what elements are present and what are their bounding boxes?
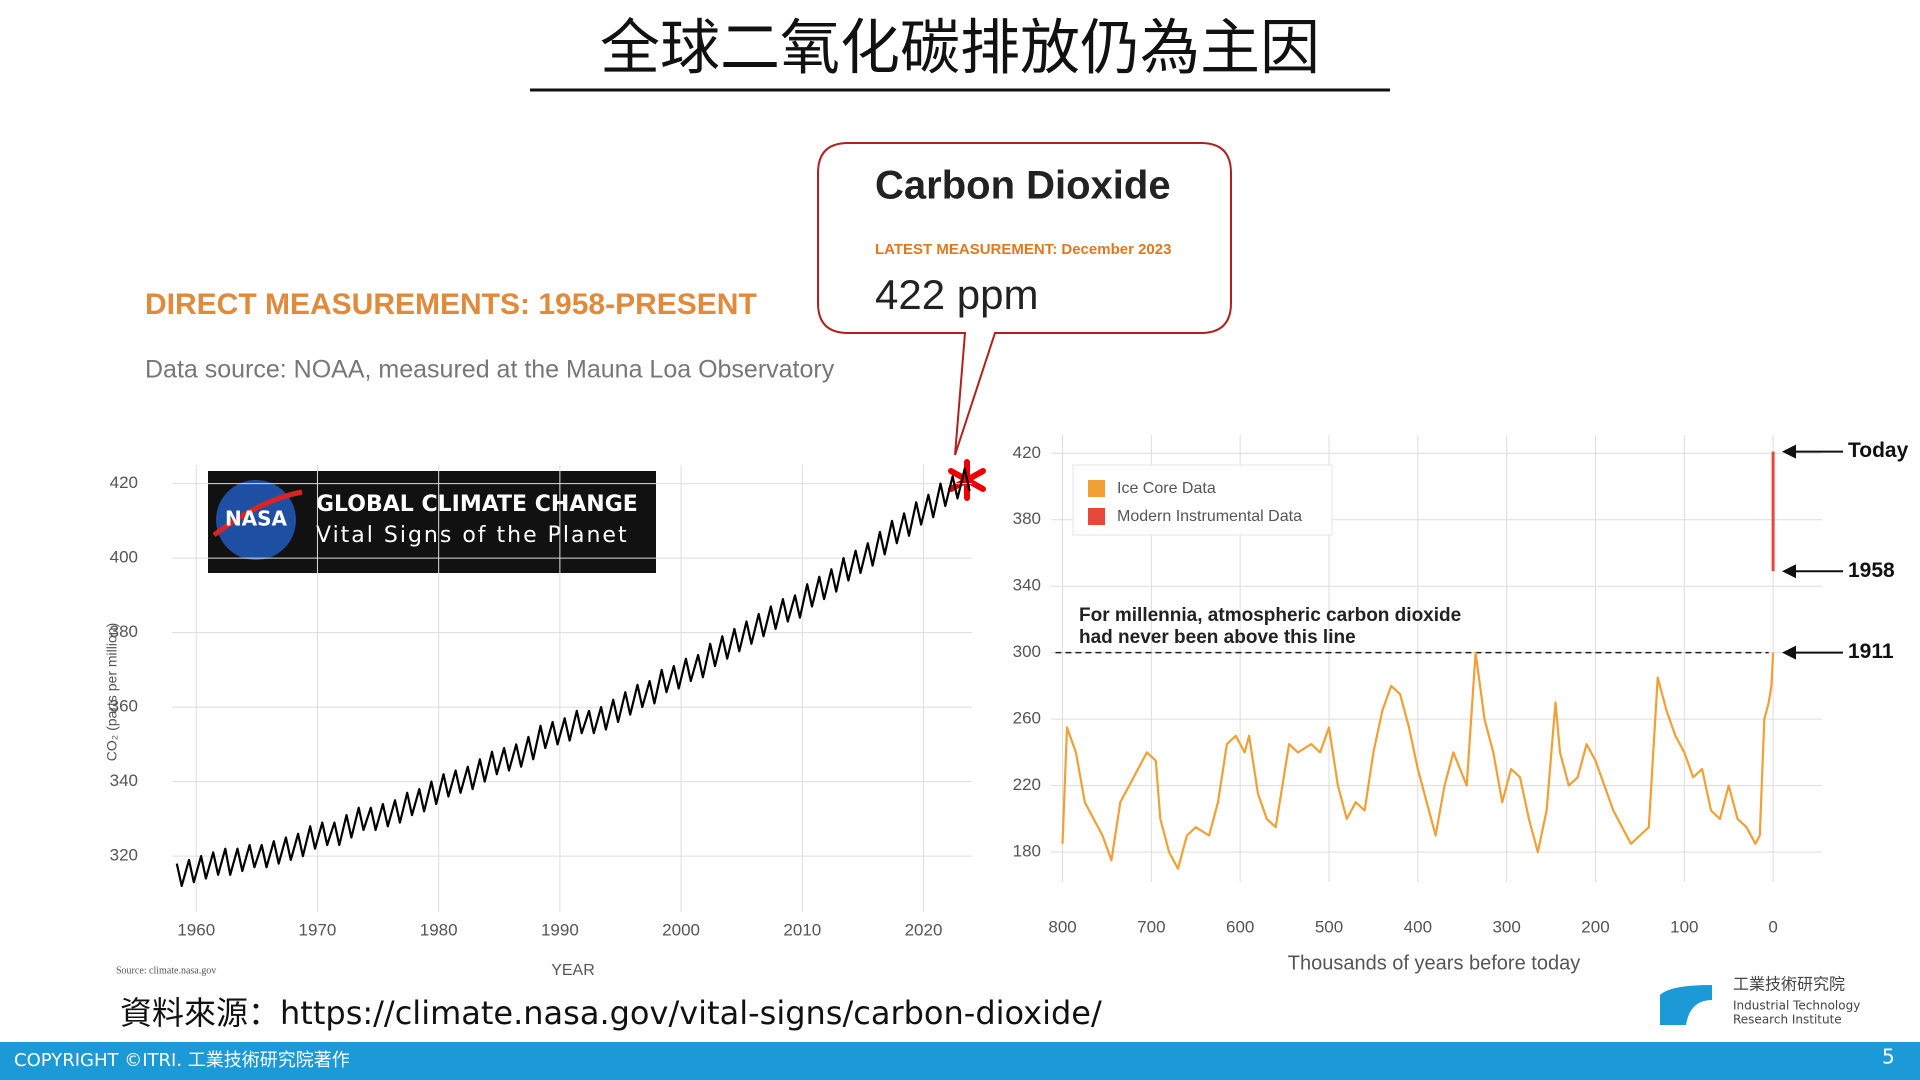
y-tick-label: 400 [110,548,138,567]
marker-label: 1911 [1848,640,1894,663]
itri-logo [1660,985,1712,1025]
chart-source: Source: climate.nasa.gov [116,965,216,976]
y-tick-label: 380 [110,622,138,641]
y-tick-label: 220 [1013,775,1041,794]
badge-line1: GLOBAL CLIMATE CHANGE [316,492,638,517]
chart-heading: DIRECT MEASUREMENTS: 1958-PRESENT [145,288,757,321]
y-axis-label: CO₂ (parts per million) [104,623,120,761]
y-tick-label: 340 [110,771,138,790]
marker-label: 1958 [1848,559,1895,582]
y-tick-label: 420 [110,473,138,492]
y-tick-label: 420 [1013,443,1041,462]
callout-title: Carbon Dioxide [875,164,1171,208]
legend-box [1072,464,1333,536]
badge-line2: Vital Signs of the Planet [316,523,629,548]
nasa-mark: NASA [225,507,288,531]
x-tick-label: 2000 [662,920,700,939]
y-tick-label: 380 [1013,509,1041,528]
slide-title: 全球二氧化碳排放仍為主因 [600,14,1320,84]
nasa-swoosh [212,489,303,537]
y-tick-label: 340 [1013,576,1041,595]
x-tick-label: 2020 [905,920,943,939]
x-tick-label: 1980 [420,920,458,939]
footer-copyright: COPYRIGHT ©ITRI. 工業技術研究院著作 [14,1050,350,1071]
y-tick-label: 320 [110,846,138,865]
source-note: 資料來源：https://climate.nasa.gov/vital-sign… [120,994,1102,1032]
callout-value: 422 ppm [875,271,1038,318]
x-tick-label: 300 [1492,917,1520,936]
x-axis-label: YEAR [551,962,595,979]
y-tick-label: 300 [1013,642,1041,661]
x-tick-label: 1960 [177,920,215,939]
marker-arrowhead [1782,444,1796,459]
annotation: For millennia, atmospheric carbon dioxid… [1079,605,1461,626]
callout-box [817,142,1232,456]
x-tick-label: 800 [1048,917,1076,936]
itri-line1: Industrial Technology [1733,999,1860,1013]
x-tick-label: 700 [1137,917,1165,936]
legend-swatch [1088,480,1105,497]
itri-name: 工業技術研究院 [1733,975,1845,994]
footer-bar [0,1042,1920,1080]
marker-label: Today [1848,439,1909,462]
y-tick-label: 260 [1013,709,1041,728]
callout-caption: LATEST MEASUREMENT: December 2023 [875,241,1171,258]
y-tick-label: 180 [1013,842,1041,861]
marker-arrowhead [1782,564,1796,579]
x-tick-label: 1970 [299,920,337,939]
x-tick-label: 0 [1768,917,1777,936]
page-number: 5 [1882,1045,1895,1069]
x-tick-label: 600 [1226,917,1254,936]
x-tick-label: 200 [1581,917,1609,936]
x-tick-label: 500 [1315,917,1343,936]
data-line [175,467,971,887]
data-line [1061,651,1775,870]
legend-swatch [1088,508,1105,525]
legend-label: Modern Instrumental Data [1117,508,1302,525]
annotation: had never been above this line [1079,627,1356,648]
chart-subtitle: Data source: NOAA, measured at the Mauna… [145,356,835,384]
itri-line2: Research Institute [1733,1013,1842,1027]
marker-arrowhead [1782,645,1796,660]
x-axis-label: Thousands of years before today [1288,952,1580,974]
legend-label: Ice Core Data [1117,480,1216,497]
x-tick-label: 1990 [541,920,579,939]
x-tick-label: 2010 [783,920,821,939]
x-tick-label: 400 [1404,917,1432,936]
y-tick-label: 360 [110,697,138,716]
x-tick-label: 100 [1670,917,1698,936]
